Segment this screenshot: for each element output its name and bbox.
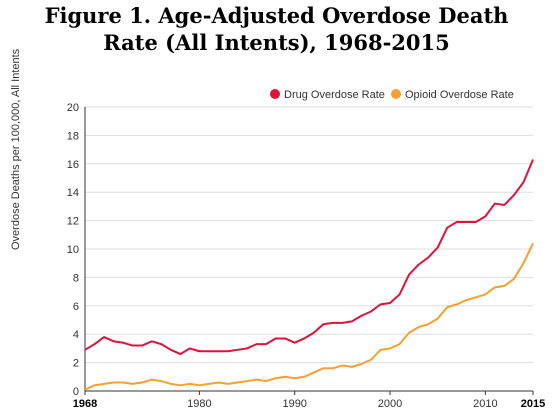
y-tick-label: 16 [67, 159, 79, 171]
x-tick-label: 2010 [473, 398, 497, 410]
legend-marker [270, 89, 280, 99]
x-tick-label: 1990 [282, 398, 306, 410]
y-tick-label: 18 [67, 130, 79, 142]
series-line-opioid-overdose [84, 242, 534, 391]
legend-label: Drug Overdose Rate [284, 89, 385, 101]
title-line-1: Figure 1. Age-Adjusted Overdose Death [44, 3, 509, 28]
legend: Drug Overdose Rate Opioid Overdose Rate [270, 89, 514, 101]
gridlines [85, 106, 533, 364]
series-lines [84, 159, 534, 391]
title-line-2: Rate (All Intents), 1968-2015 [103, 30, 450, 55]
y-tick-label: 0 [73, 386, 79, 398]
chart-title: Figure 1. Age-Adjusted Overdose Death Ra… [0, 2, 553, 56]
legend-label: Opioid Overdose Rate [405, 89, 514, 101]
legend-marker [391, 89, 401, 99]
y-tick-label: 8 [73, 272, 79, 284]
y-tick-labels: 0 2 4 6 8 10 12 14 16 18 20 [67, 102, 79, 398]
x-tick-label: 2000 [378, 398, 402, 410]
y-tick-label: 2 [73, 358, 79, 370]
x-tick-label: 2015 [521, 398, 545, 410]
y-tick-label: 4 [73, 329, 79, 341]
x-tick-label: 1968 [73, 398, 97, 410]
y-tick-label: 6 [73, 301, 79, 313]
x-tick-label: 1980 [187, 398, 211, 410]
series-line-drug-overdose [84, 159, 534, 356]
axes [84, 107, 534, 395]
y-tick-label: 14 [67, 187, 79, 199]
y-tick-label: 12 [67, 216, 79, 228]
x-tick-labels: 1968 1980 1990 2000 2010 2015 [73, 398, 545, 410]
y-tick-label: 10 [67, 244, 79, 256]
y-tick-label: 20 [67, 102, 79, 114]
